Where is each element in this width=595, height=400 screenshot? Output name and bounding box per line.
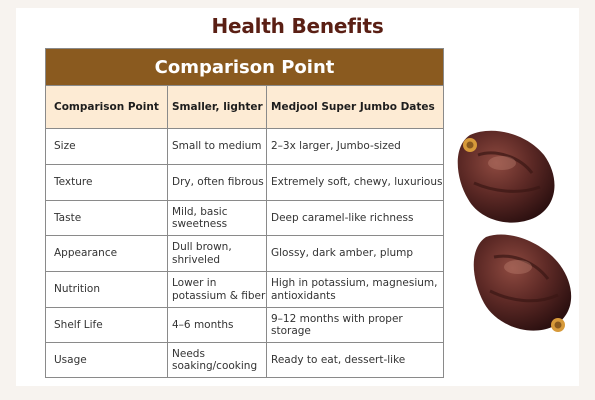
date-fruit-icon xyxy=(473,234,572,332)
row-label: Usage xyxy=(46,343,168,377)
regular-cell: Small to medium xyxy=(168,129,267,164)
jumbo-cell: Glossy, dark amber, plump xyxy=(271,247,414,260)
header-cell: Medjool Super Jumbo Dates xyxy=(271,100,435,113)
jumbo-cell: 2–3x larger, Jumbo-sized xyxy=(271,140,401,153)
table-row: Shelf Life 4–6 months 9–12 months with p… xyxy=(46,307,443,342)
comparison-table: Comparison Point Comparison Point Smalle… xyxy=(45,48,444,378)
jumbo-cell: Extremely soft, chewy, luxurious xyxy=(271,176,443,189)
row-label: Nutrition xyxy=(46,272,168,307)
regular-cell: Mild, basic sweetness xyxy=(168,201,267,235)
header-cell: Smaller, lighter xyxy=(168,86,267,128)
regular-cell: 4–6 months xyxy=(168,308,267,342)
jumbo-cell: Deep caramel-like richness xyxy=(271,211,414,224)
regular-cell: Dull brown, shriveled xyxy=(168,236,267,271)
regular-cell: Needs soaking/cooking xyxy=(168,343,267,377)
table-row: Nutrition Lower in potassium & fiber Hig… xyxy=(46,271,443,307)
table-row: Appearance Dull brown, shriveled Glossy,… xyxy=(46,235,443,271)
row-label: Shelf Life xyxy=(46,308,168,342)
date-fruit-icon xyxy=(457,130,555,223)
page-heading: Health Benefits xyxy=(211,14,384,38)
row-label: Appearance xyxy=(46,236,168,271)
regular-cell: Lower in potassium & fiber xyxy=(168,272,267,307)
table-row: Texture Dry, often fibrous Extremely sof… xyxy=(46,164,443,200)
regular-cell: Dry, often fibrous xyxy=(168,165,267,200)
table-title-bar: Comparison Point xyxy=(46,49,443,85)
table-row: Usage Needs soaking/cooking Ready to eat… xyxy=(46,342,443,377)
row-label: Taste xyxy=(46,201,168,235)
table-row: Size Small to medium 2–3x larger, Jumbo-… xyxy=(46,128,443,164)
medjool-dates-image xyxy=(457,130,572,332)
table-row: Taste Mild, basic sweetness Deep caramel… xyxy=(46,200,443,235)
row-label: Size xyxy=(46,129,168,164)
jumbo-cell: Ready to eat, dessert-like xyxy=(271,353,406,366)
row-label: Texture xyxy=(46,165,168,200)
jumbo-cell: High in potassium, magnesium, antioxidan… xyxy=(271,277,438,302)
header-cell: Comparison Point xyxy=(46,86,168,128)
jumbo-cell: 9–12 months with proper storage xyxy=(271,312,403,337)
table-header-row: Comparison Point Smaller, lighter Medjoo… xyxy=(46,85,443,128)
